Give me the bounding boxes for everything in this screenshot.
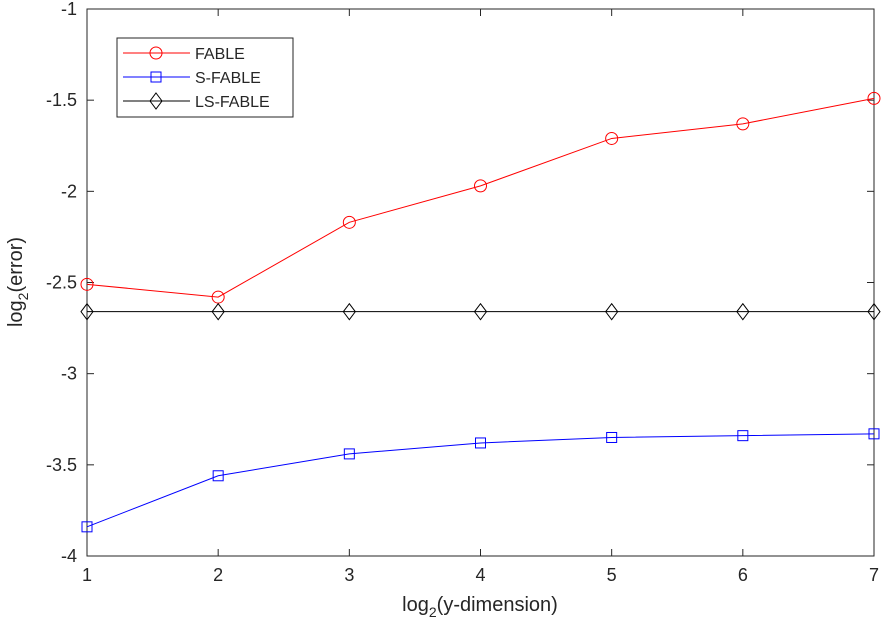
legend-item-fable: FABLE [123, 46, 245, 63]
data-point-s-fable [737, 430, 749, 442]
legend-item-s-fable: S-FABLE [123, 70, 261, 87]
y-tick-label: -2 [61, 181, 77, 201]
x-tick-label: 4 [475, 565, 485, 585]
x-tick-label: 3 [344, 565, 354, 585]
data-point-fable [80, 277, 94, 291]
y-tick-label: -2.5 [46, 273, 77, 293]
data-point-s-fable [868, 428, 880, 440]
series-layer [80, 91, 881, 533]
legend-label-fable: FABLE [195, 46, 245, 63]
series-ls-fable [80, 302, 881, 321]
data-point-ls-fable [473, 302, 488, 321]
series-s-fable [81, 428, 880, 533]
legend-marker-s-fable [150, 71, 162, 83]
data-point-fable [736, 117, 750, 131]
axis-ticks: 1 2 3 4 5 6 7 -1 -1.5 -2 -2.5 -3 -3.5 -4 [46, 0, 879, 585]
data-point-ls-fable [736, 302, 750, 321]
series-line-s-fable [86, 433, 875, 528]
x-tick-label: 5 [607, 565, 617, 585]
legend-label-s-fable: S-FABLE [195, 70, 261, 87]
data-point-ls-fable [605, 302, 619, 321]
data-point-s-fable [475, 437, 486, 449]
legend-marker-fable [149, 46, 163, 60]
x-tick-label: 1 [82, 565, 92, 585]
legend-item-ls-fable: LS-FABLE [123, 92, 270, 111]
x-axis-title: log2(y-dimension) [402, 594, 558, 620]
y-tick-label: -1.5 [46, 90, 77, 110]
legend: FABLE S-FABLE LS-FABLE [116, 37, 294, 118]
data-point-s-fable [343, 448, 355, 460]
series-fable [80, 91, 881, 304]
y-tick-label: -3.5 [46, 455, 77, 475]
data-point-fable [867, 91, 881, 105]
data-point-s-fable [81, 521, 93, 533]
y-tick-label: -4 [61, 546, 77, 566]
data-point-fable [605, 131, 619, 145]
data-point-ls-fable [867, 302, 881, 321]
data-point-ls-fable [211, 302, 225, 321]
y-tick-label: -3 [61, 364, 77, 384]
data-point-ls-fable [80, 302, 94, 321]
data-point-fable [342, 215, 356, 229]
y-axis-title: log2(error) [5, 237, 31, 327]
y-tick-label: -1 [61, 0, 77, 19]
x-tick-label: 2 [213, 565, 223, 585]
x-tick-label: 7 [869, 565, 879, 585]
legend-marker-ls-fable [149, 92, 163, 110]
data-point-s-fable [212, 470, 224, 482]
data-point-s-fable [606, 431, 618, 443]
data-point-ls-fable [342, 302, 356, 321]
x-tick-label: 6 [738, 565, 748, 585]
data-point-fable [474, 179, 487, 193]
series-line-fable [86, 97, 875, 298]
legend-label-ls-fable: LS-FABLE [195, 94, 270, 111]
